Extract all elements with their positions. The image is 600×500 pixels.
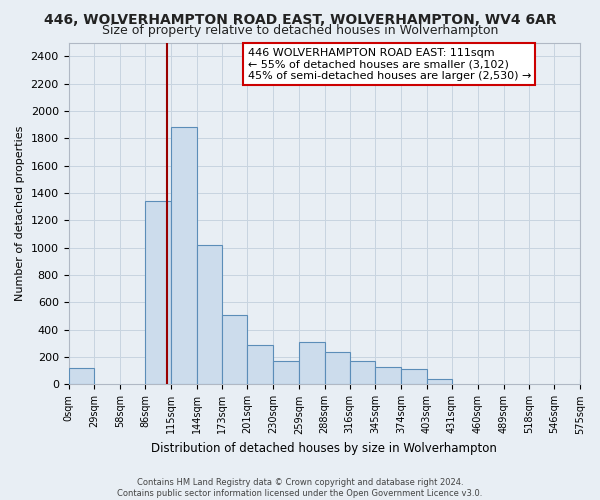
Bar	[350, 361, 376, 384]
Bar	[223, 314, 247, 384]
Bar	[273, 360, 299, 384]
Text: Size of property relative to detached houses in Wolverhampton: Size of property relative to detached ho…	[102, 24, 498, 37]
Bar	[580, 379, 600, 384]
Bar	[68, 368, 94, 384]
Bar	[299, 342, 325, 384]
Bar	[401, 370, 427, 384]
Bar	[427, 379, 452, 384]
Bar	[145, 201, 171, 384]
Bar	[325, 352, 350, 384]
Text: 446 WOLVERHAMPTON ROAD EAST: 111sqm
← 55% of detached houses are smaller (3,102): 446 WOLVERHAMPTON ROAD EAST: 111sqm ← 55…	[248, 48, 531, 81]
Text: 446, WOLVERHAMPTON ROAD EAST, WOLVERHAMPTON, WV4 6AR: 446, WOLVERHAMPTON ROAD EAST, WOLVERHAMP…	[44, 12, 556, 26]
Text: Contains HM Land Registry data © Crown copyright and database right 2024.
Contai: Contains HM Land Registry data © Crown c…	[118, 478, 482, 498]
Bar	[247, 345, 273, 385]
Bar	[171, 128, 197, 384]
Bar	[376, 366, 401, 384]
X-axis label: Distribution of detached houses by size in Wolverhampton: Distribution of detached houses by size …	[151, 442, 497, 455]
Bar	[197, 245, 223, 384]
Y-axis label: Number of detached properties: Number of detached properties	[15, 126, 25, 301]
